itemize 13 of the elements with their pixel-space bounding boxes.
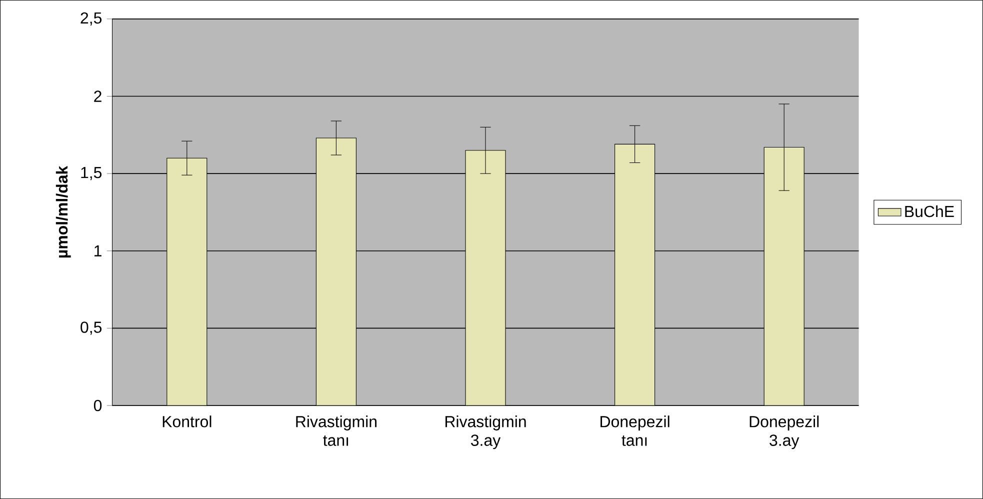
y-tick-label: 0,5 <box>80 322 102 335</box>
y-tick-label: 2,5 <box>80 12 102 26</box>
y-tick-label: 0 <box>94 400 102 412</box>
y-tick-label: 1 <box>94 245 102 256</box>
y-tick-label: 2 <box>94 90 102 102</box>
x-tick-label: Kontrol <box>162 416 212 428</box>
x-tick-label: Donepezil tanı <box>600 416 670 446</box>
x-tick-label: Rivastigmin 3.ay <box>445 416 526 450</box>
y-tick-label: 1,5 <box>81 167 102 180</box>
y-axis-title: µmol/ml/dak <box>56 166 71 258</box>
legend-label: BuChE <box>905 205 954 218</box>
x-tick-label: Donepezil 3.ay <box>750 416 819 450</box>
x-tick-label: Rivastigmin tanı <box>296 416 376 446</box>
